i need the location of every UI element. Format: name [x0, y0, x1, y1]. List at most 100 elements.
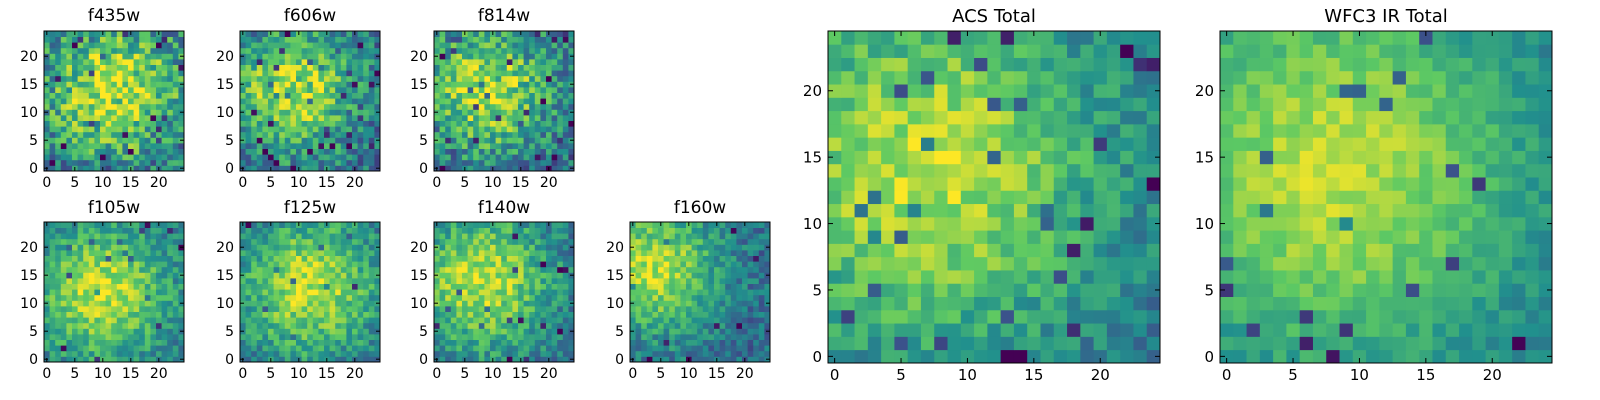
heatmap-cell [279, 278, 286, 284]
heatmap-cell [251, 59, 258, 65]
heatmap-cell [144, 339, 151, 346]
heatmap-cell [279, 339, 286, 346]
heatmap-cell [1053, 323, 1068, 337]
heatmap-cell [335, 317, 342, 324]
heatmap-cell [357, 311, 364, 318]
heatmap-cell [329, 345, 336, 352]
heatmap-cell [374, 131, 381, 138]
heatmap-cell [736, 283, 743, 290]
heatmap-cell [501, 233, 508, 240]
heatmap-cell [49, 81, 56, 88]
heatmap-cell [374, 103, 381, 110]
heatmap-cell [262, 31, 269, 37]
heatmap-cell [652, 311, 659, 318]
heatmap-cell [161, 131, 168, 138]
heatmap-cell [144, 159, 151, 166]
heatmap-cell [764, 222, 771, 228]
heatmap-cell [122, 261, 129, 268]
heatmap-cell [1133, 323, 1148, 337]
heatmap-cell [518, 283, 524, 290]
heatmap-cell [105, 31, 112, 37]
heatmap-cell [551, 143, 558, 149]
heatmap-cell [1040, 243, 1055, 258]
heatmap-cell [44, 159, 50, 166]
heatmap-cell [49, 255, 56, 262]
heatmap-cell [467, 31, 474, 37]
heatmap-cell [60, 311, 67, 318]
heatmap-cell [172, 261, 179, 268]
heatmap-cell [329, 36, 336, 43]
heatmap-cell [167, 356, 174, 363]
heatmap-cell [290, 81, 297, 88]
heatmap-cell [133, 75, 140, 82]
heatmap-cell [697, 250, 704, 256]
heatmap-cell [702, 300, 709, 307]
heatmap-cell [374, 154, 381, 161]
heatmap-cell [77, 148, 84, 155]
heatmap-cell [691, 339, 698, 346]
heatmap-cell [83, 70, 90, 77]
heatmap-cell [630, 294, 636, 301]
heatmap-cell [518, 300, 524, 307]
heatmap-cell [262, 255, 269, 262]
heatmap-cell [523, 131, 530, 138]
heatmap-cell [55, 120, 62, 127]
heatmap-cell [290, 350, 297, 357]
heatmap-cell [329, 81, 336, 88]
heatmap-cell [742, 227, 748, 234]
heatmap-cell [161, 233, 168, 240]
heatmap-cell [88, 328, 95, 335]
heatmap-cell [434, 148, 440, 155]
heatmap-cell [167, 227, 174, 234]
heatmap-cell [473, 47, 480, 54]
heatmap-cell [686, 272, 692, 279]
heatmap-cell [133, 283, 140, 290]
heatmap-cell [518, 53, 524, 60]
heatmap-cell [77, 266, 84, 273]
heatmap-cell [133, 154, 140, 161]
heatmap-cell [307, 294, 314, 301]
heatmap-cell [335, 98, 342, 105]
heatmap-cell [324, 81, 330, 88]
heatmap-cell [506, 126, 513, 133]
heatmap-cell [100, 350, 106, 357]
heatmap-cell [268, 289, 274, 296]
heatmap-cell [854, 177, 869, 191]
heatmap-cell [290, 238, 297, 245]
heatmap-cell [301, 289, 308, 296]
heatmap-cell [501, 159, 508, 166]
heatmap-cell [352, 311, 358, 318]
heatmap-cell [894, 309, 909, 324]
heatmap-cell [495, 278, 502, 284]
heatmap-cell [758, 306, 765, 312]
heatmap-cell [512, 137, 519, 144]
heatmap-cell [1146, 323, 1161, 337]
heatmap-cell [72, 289, 78, 296]
heatmap-cell [318, 42, 325, 49]
heatmap-cell [881, 150, 895, 165]
heatmap-cell [161, 227, 168, 234]
heatmap-cell [161, 36, 168, 43]
heatmap-cell [368, 64, 375, 71]
heatmap-cell [128, 238, 134, 245]
heatmap-cell [445, 238, 452, 245]
heatmap-cell [546, 137, 552, 144]
heatmap-cell [518, 311, 524, 318]
heatmap-cell [139, 255, 146, 262]
heatmap-cell [742, 283, 748, 290]
heatmap-cell [55, 250, 62, 256]
heatmap-cell [987, 336, 1002, 351]
heatmap-cell [557, 334, 564, 340]
heatmap-cell [178, 266, 185, 273]
heatmap-cell [88, 261, 95, 268]
heatmap-cell [669, 289, 676, 296]
heatmap-cell [72, 294, 78, 301]
heatmap-cell [562, 81, 569, 88]
heatmap-cell [747, 322, 754, 329]
heatmap-cell [1040, 336, 1055, 351]
heatmap-cell [290, 103, 297, 110]
heatmap-cell [240, 120, 246, 127]
heatmap-cell [150, 81, 157, 88]
heatmap-cell [646, 278, 653, 284]
heatmap-cell [456, 294, 463, 301]
